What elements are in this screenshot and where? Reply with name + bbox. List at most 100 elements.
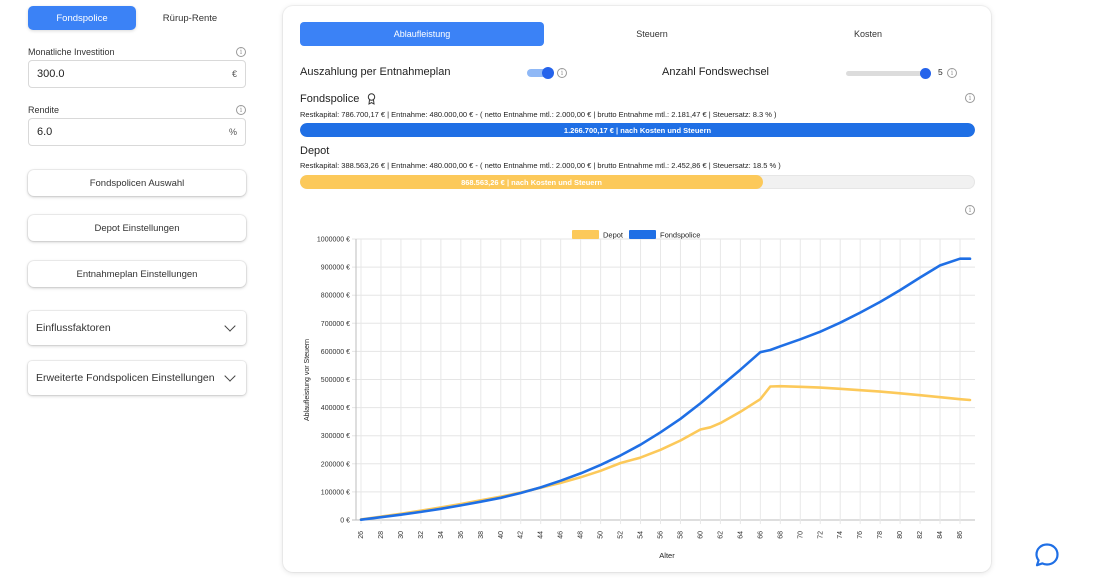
fondspolice-progress-bar: 1.266.700,17 € | nach Kosten und Steuern <box>300 123 975 137</box>
x-tick-label: 84 <box>937 531 944 539</box>
y-tick-label: 1000000 € <box>317 237 350 244</box>
chat-icon[interactable] <box>1034 542 1060 568</box>
fondspolice-title: Fondspolice <box>300 93 376 105</box>
switches-value: 5 <box>938 67 943 77</box>
legend-label: Depot <box>603 231 624 240</box>
x-tick-label: 40 <box>498 531 505 539</box>
series-line-depot <box>359 384 972 521</box>
x-tick-label: 52 <box>618 531 625 539</box>
fondspolice-title-text: Fondspolice <box>300 93 360 105</box>
product-tabs: Fondspolice Rürup-Rente <box>28 6 246 30</box>
x-tick-label: 80 <box>897 531 904 539</box>
x-tick-label: 70 <box>797 531 804 539</box>
depot-title-text: Depot <box>300 145 330 157</box>
x-tick-label: 86 <box>957 531 964 539</box>
depot-bar-fill: 868.563,26 € | nach Kosten und Steuern <box>300 175 764 189</box>
x-tick-label: 30 <box>398 531 405 539</box>
x-tick-label: 64 <box>737 531 744 539</box>
x-tick-label: 68 <box>777 531 784 539</box>
info-icon[interactable]: i <box>965 205 975 215</box>
x-tick-label: 28 <box>378 531 385 539</box>
x-tick-label: 46 <box>558 531 565 539</box>
y-tick-label: 500000 € <box>321 377 350 384</box>
investment-label: Monatliche Investition <box>28 47 115 57</box>
fondspolice-bar-fill: 1.266.700,17 € | nach Kosten und Steuern <box>300 123 975 137</box>
switches-label: Anzahl Fondswechsel <box>662 66 770 78</box>
y-tick-label: 900000 € <box>321 265 350 272</box>
x-tick-label: 50 <box>598 531 605 539</box>
tab-kosten[interactable]: Kosten <box>853 29 883 39</box>
y-tick-label: 700000 € <box>321 321 350 328</box>
line-chart: 0 € 100000 € 200000 € 300000 € 400000 € 50000… <box>304 230 975 560</box>
fondspolice-details: Restkapital: 786.700,17 € | Entnahme: 48… <box>300 110 777 119</box>
depot-progress-bar: 868.563,26 € | nach Kosten und Steuern <box>300 175 975 189</box>
sidebar: Fondspolice Rürup-Rente Monatliche Inves… <box>28 6 246 395</box>
depot-details: Restkapital: 388.563,26 € | Entnahme: 48… <box>300 161 781 170</box>
yield-label-row: Rendite i <box>28 104 246 116</box>
result-tabs: Ablaufleistung Steuern Kosten <box>300 22 976 46</box>
tab-ruerup-rente[interactable]: Rürup-Rente <box>162 12 218 24</box>
legend-swatch <box>629 230 656 239</box>
yield-field[interactable]: 6.0 % <box>28 118 246 146</box>
x-tick-label: 36 <box>458 531 465 539</box>
fondspolicen-auswahl-button[interactable]: Fondspolicen Auswahl <box>28 170 246 196</box>
investment-unit: € <box>231 69 237 79</box>
einflussfaktoren-accordion[interactable]: Einflussfaktoren <box>28 311 246 345</box>
info-icon[interactable]: i <box>236 105 246 115</box>
y-tick-label: 600000 € <box>321 349 350 356</box>
payout-label: Auszahlung per Entnahmeplan <box>300 66 451 78</box>
x-tick-label: 38 <box>478 531 485 539</box>
x-tick-label: 76 <box>857 531 864 539</box>
erweiterte-einstellungen-accordion[interactable]: Erweiterte Fondspolicen Einstellungen <box>28 361 246 395</box>
investment-value[interactable]: 300.0 <box>37 68 65 80</box>
tab-steuern[interactable]: Steuern <box>636 29 668 39</box>
x-tick-label: 32 <box>418 531 425 539</box>
x-tick-label: 62 <box>717 531 724 539</box>
options-row: Auszahlung per Entnahmeplan i Anzahl Fon… <box>300 64 976 80</box>
investment-field[interactable]: 300.0 € <box>28 60 246 88</box>
chevron-down-icon <box>224 370 236 382</box>
x-tick-label: 74 <box>837 531 844 539</box>
x-tick-label: 48 <box>578 531 585 539</box>
x-tick-label: 82 <box>917 531 924 539</box>
payout-toggle[interactable] <box>527 67 554 79</box>
y-tick-label: 100000 € <box>321 489 350 496</box>
yield-label: Rendite <box>28 105 60 115</box>
depot-title: Depot <box>300 145 329 157</box>
y-tick-label: 200000 € <box>321 461 350 468</box>
series-line-fondspolice <box>359 257 972 521</box>
slider-handle[interactable] <box>920 68 931 79</box>
fondspolice-bar-label: 1.266.700,17 € | nach Kosten und Steuern <box>563 125 712 135</box>
x-tick-label: 60 <box>697 531 704 539</box>
tab-fondspolice[interactable]: Fondspolice <box>28 6 136 30</box>
legend-swatch <box>572 230 599 239</box>
depot-einstellungen-button[interactable]: Depot Einstellungen <box>28 215 246 241</box>
chevron-down-icon <box>224 320 236 332</box>
x-tick-label: 44 <box>538 531 545 539</box>
x-tick-label: 56 <box>658 531 665 539</box>
x-tick-label: 66 <box>757 531 764 539</box>
info-icon[interactable]: i <box>236 47 246 57</box>
y-tick-label: 400000 € <box>321 405 350 412</box>
info-icon[interactable]: i <box>965 93 975 103</box>
x-tick-label: 26 <box>358 531 365 539</box>
x-axis-title: Alter <box>659 551 675 560</box>
x-tick-label: 78 <box>877 531 884 539</box>
y-axis-title: Ablaufleistung vor Steuern <box>304 339 311 421</box>
award-icon <box>368 93 376 105</box>
y-tick-label: 800000 € <box>321 293 350 300</box>
x-tick-label: 58 <box>677 531 684 539</box>
info-icon[interactable]: i <box>557 68 567 78</box>
investment-label-row: Monatliche Investition i <box>28 46 246 58</box>
accordion-label: Einflussfaktoren <box>36 322 111 334</box>
legend-label: Fondspolice <box>660 231 700 240</box>
yield-value[interactable]: 6.0 <box>37 126 53 138</box>
x-tick-label: 42 <box>518 531 525 539</box>
entnahmeplan-einstellungen-button[interactable]: Entnahmeplan Einstellungen <box>28 261 246 287</box>
switches-slider[interactable] <box>846 68 931 79</box>
info-icon[interactable]: i <box>947 68 957 78</box>
tab-ablaufleistung[interactable]: Ablaufleistung <box>300 22 544 46</box>
toggle-knob[interactable] <box>542 67 554 79</box>
x-tick-label: 34 <box>438 531 445 539</box>
